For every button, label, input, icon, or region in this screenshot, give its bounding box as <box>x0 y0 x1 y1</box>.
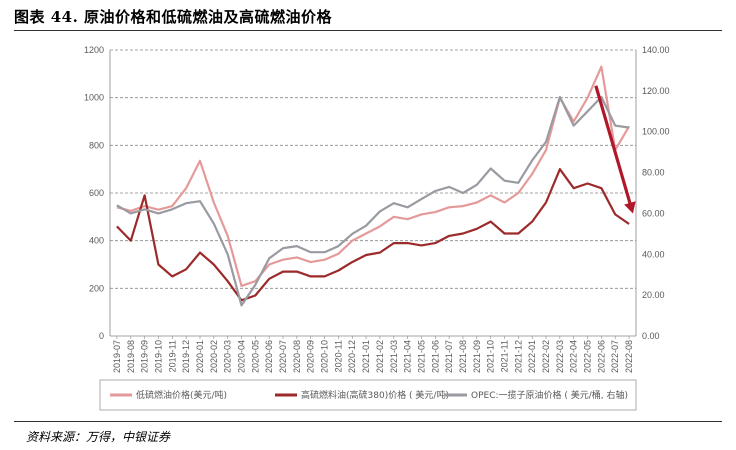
x-tick-label: 2021-09 <box>472 340 482 373</box>
x-tick-label: 2020-02 <box>209 340 219 373</box>
opec-line <box>116 95 630 307</box>
price-chart: 0 200 400 600 800 1000 1200 0.00 20.00 40.00 60.00… <box>84 45 670 411</box>
y-tick-label-left: 600 <box>89 188 104 198</box>
x-tick-label: 2021-10 <box>486 340 496 373</box>
source-note: 资料来源：万得，中银证券 <box>26 430 171 444</box>
x-tick-label: 2022-08 <box>624 340 634 373</box>
high-sulfur-line <box>116 168 630 302</box>
chart-axes <box>109 50 637 339</box>
top-rule <box>14 30 722 31</box>
x-tick-label: 2022-03 <box>555 340 565 373</box>
x-tick-label: 2021-02 <box>375 340 385 373</box>
y-tick-label-right: 120.00 <box>642 86 670 96</box>
x-tick-label: 2020-11 <box>333 340 343 372</box>
chart-series <box>116 65 631 307</box>
y-tick-label-right: 0.00 <box>642 331 660 341</box>
trend-arrow <box>594 85 636 214</box>
x-tick-label: 2020-04 <box>237 340 247 373</box>
y-tick-label-right: 40.00 <box>642 249 665 259</box>
legend-label: OPEC:一揽子原油价格 ( 美元/桶, 右轴) <box>471 389 628 401</box>
legend-box <box>99 379 637 411</box>
x-tick-label: 2020-10 <box>320 340 330 373</box>
x-tick-label: 2021-08 <box>458 340 468 373</box>
x-tick-label: 2022-04 <box>569 340 579 373</box>
chart-legend: 低硫燃油价格(美元/吨) 高硫燃料油(高硫380)价格 ( 美元/吨) OPEC:一… <box>99 379 637 411</box>
x-tick-label: 2020-12 <box>347 340 357 373</box>
x-tick-label: 2019-10 <box>153 340 163 373</box>
x-tick-label: 2021-05 <box>416 340 426 373</box>
x-tick-label: 2020-05 <box>250 340 260 373</box>
x-tick-label: 2020-08 <box>292 340 302 373</box>
chart-grid <box>110 49 636 289</box>
figure-title: 图表 44. 原油价格和低硫燃油及高硫燃油价格 <box>14 8 333 26</box>
y-tick-label-left: 400 <box>89 236 104 246</box>
x-tick-label: 2022-05 <box>583 340 593 373</box>
x-tick-label: 2020-06 <box>264 340 274 373</box>
x-tick-label: 2019-08 <box>126 340 136 373</box>
x-tick-label: 2021-01 <box>361 340 371 373</box>
y-tick-label-right: 60.00 <box>642 208 665 218</box>
x-tick-label: 2020-09 <box>306 340 316 373</box>
y-tick-label-left: 200 <box>89 283 104 293</box>
x-tick-label: 2022-07 <box>610 340 620 373</box>
y-tick-label-right: 80.00 <box>642 168 665 178</box>
x-tick-label: 2022-01 <box>527 340 537 373</box>
x-tick-label: 2022-06 <box>596 340 606 373</box>
chart-ticks: 0 200 400 600 800 1000 1200 0.00 20.00 40.00 60.00… <box>84 45 670 373</box>
y-tick-label-left: 1000 <box>84 93 104 103</box>
x-tick-label: 2021-03 <box>389 340 399 373</box>
bottom-rule <box>14 421 722 422</box>
x-tick-label: 2021-11 <box>500 340 510 372</box>
x-tick-label: 2019-12 <box>181 340 191 373</box>
x-tick-label: 2019-09 <box>140 340 150 373</box>
legend-label: 低硫燃油价格(美元/吨) <box>136 389 227 401</box>
x-tick-label: 2021-12 <box>513 340 523 373</box>
arrow-head <box>624 201 636 214</box>
x-tick-label: 2021-04 <box>403 340 413 373</box>
x-tick-label: 2019-07 <box>112 340 122 373</box>
x-tick-label: 2021-07 <box>444 340 454 373</box>
y-tick-label-left: 0 <box>99 331 104 341</box>
y-tick-label-left: 800 <box>89 140 104 150</box>
y-tick-label-right: 20.00 <box>642 290 665 300</box>
y-tick-label-right: 140.00 <box>642 45 670 55</box>
x-tick-label: 2019-11 <box>167 340 177 372</box>
x-tick-label: 2020-03 <box>223 340 233 373</box>
y-tick-label-right: 100.00 <box>642 127 670 137</box>
x-tick-label: 2020-01 <box>195 340 205 373</box>
low-sulfur-line <box>116 65 631 287</box>
x-tick-label: 2022-02 <box>541 340 551 373</box>
x-tick-label: 2020-07 <box>278 340 288 373</box>
arrow-shaft <box>594 85 634 211</box>
legend-label: 高硫燃料油(高硫380)价格 ( 美元/吨) <box>301 389 449 401</box>
y-tick-label-left: 1200 <box>84 45 104 55</box>
x-tick-label: 2021-06 <box>430 340 440 373</box>
